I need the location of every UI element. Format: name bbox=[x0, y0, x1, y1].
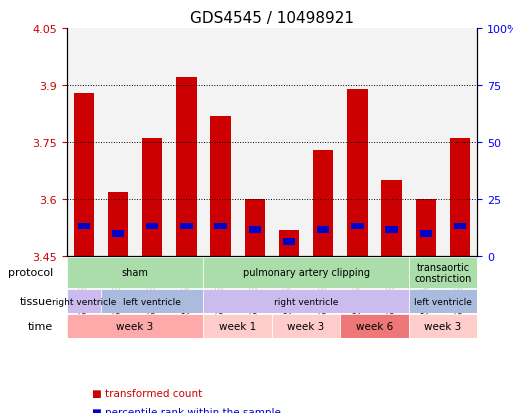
Bar bbox=[214, 223, 227, 230]
Bar bbox=[238, 29, 272, 257]
Bar bbox=[313, 150, 333, 257]
Bar bbox=[340, 29, 374, 257]
Text: time: time bbox=[28, 321, 53, 331]
Text: tissue: tissue bbox=[20, 296, 53, 306]
Bar bbox=[142, 139, 163, 257]
Title: GDS4545 / 10498921: GDS4545 / 10498921 bbox=[190, 12, 354, 26]
FancyBboxPatch shape bbox=[204, 314, 272, 338]
Text: pulmonary artery clipping: pulmonary artery clipping bbox=[243, 268, 369, 278]
FancyBboxPatch shape bbox=[101, 290, 204, 313]
Bar bbox=[204, 29, 238, 257]
Bar bbox=[135, 29, 169, 257]
FancyBboxPatch shape bbox=[409, 314, 477, 338]
FancyBboxPatch shape bbox=[67, 290, 101, 313]
Text: left ventricle: left ventricle bbox=[123, 297, 181, 306]
Bar bbox=[351, 223, 364, 230]
Bar bbox=[169, 29, 204, 257]
Text: right ventricle: right ventricle bbox=[274, 297, 338, 306]
Bar bbox=[306, 29, 340, 257]
FancyBboxPatch shape bbox=[409, 290, 477, 313]
FancyBboxPatch shape bbox=[204, 290, 409, 313]
Bar bbox=[108, 192, 128, 257]
FancyBboxPatch shape bbox=[204, 257, 409, 288]
Text: ■ transformed count: ■ transformed count bbox=[92, 389, 203, 399]
Bar bbox=[443, 29, 477, 257]
Bar bbox=[73, 93, 94, 257]
Bar bbox=[347, 90, 368, 257]
Text: week 3: week 3 bbox=[424, 321, 462, 331]
Bar bbox=[381, 181, 402, 257]
Bar bbox=[385, 227, 398, 234]
Bar bbox=[77, 223, 90, 230]
Text: sham: sham bbox=[122, 268, 149, 278]
Text: week 3: week 3 bbox=[287, 321, 325, 331]
Text: right ventricle: right ventricle bbox=[52, 297, 116, 306]
Bar bbox=[210, 116, 231, 257]
Bar bbox=[272, 29, 306, 257]
Bar bbox=[420, 230, 432, 237]
Text: week 6: week 6 bbox=[356, 321, 393, 331]
Bar bbox=[101, 29, 135, 257]
Text: transaortic
constriction: transaortic constriction bbox=[414, 262, 471, 284]
Text: week 3: week 3 bbox=[116, 321, 154, 331]
Bar bbox=[454, 223, 466, 230]
FancyBboxPatch shape bbox=[409, 257, 477, 288]
Bar bbox=[245, 200, 265, 257]
FancyBboxPatch shape bbox=[272, 314, 340, 338]
Bar bbox=[409, 29, 443, 257]
Bar bbox=[180, 223, 192, 230]
Bar bbox=[279, 230, 299, 257]
Text: left ventricle: left ventricle bbox=[414, 297, 472, 306]
Bar bbox=[112, 230, 124, 237]
Bar bbox=[176, 78, 196, 257]
Bar bbox=[67, 29, 101, 257]
Text: ■ percentile rank within the sample: ■ percentile rank within the sample bbox=[92, 407, 281, 413]
Bar bbox=[283, 238, 295, 245]
Bar bbox=[146, 223, 159, 230]
Bar bbox=[317, 227, 329, 234]
Text: week 1: week 1 bbox=[219, 321, 256, 331]
FancyBboxPatch shape bbox=[67, 314, 204, 338]
Bar bbox=[416, 200, 436, 257]
Text: protocol: protocol bbox=[8, 268, 53, 278]
Bar bbox=[249, 227, 261, 234]
FancyBboxPatch shape bbox=[340, 314, 409, 338]
Bar bbox=[450, 139, 470, 257]
FancyBboxPatch shape bbox=[67, 257, 204, 288]
Bar bbox=[374, 29, 409, 257]
